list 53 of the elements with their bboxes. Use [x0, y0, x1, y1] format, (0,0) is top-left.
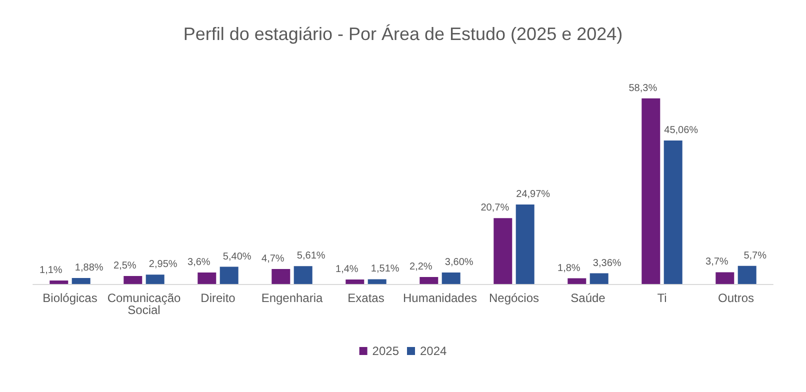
data-label: 3,6% [188, 257, 210, 268]
data-label: 20,7% [480, 202, 510, 214]
bar [590, 273, 608, 284]
legend-label: 2025 [372, 344, 400, 358]
bar [664, 140, 682, 284]
bar [220, 266, 238, 284]
bar [442, 272, 460, 284]
bar [738, 266, 756, 284]
bar [294, 266, 312, 284]
legend-label: 2024 [420, 344, 448, 358]
x-tick-label: Ti [657, 291, 667, 305]
data-label: 45,06% [664, 125, 698, 136]
x-tick-label: Saúde [570, 291, 606, 305]
bar [124, 276, 142, 284]
data-label: 1,1% [40, 265, 62, 276]
bar [50, 280, 68, 284]
data-label: 1,51% [370, 264, 400, 275]
x-tick-label: Comunicação Social [107, 291, 182, 317]
x-tick-label: Engenharia [261, 291, 324, 305]
x-tick-label: Biológicas [42, 291, 98, 305]
bar [272, 269, 290, 284]
data-label: 5,7% [744, 250, 767, 262]
x-tick-label: Direito [200, 291, 236, 305]
data-label: 1,4% [336, 264, 358, 276]
bar [716, 272, 734, 284]
bar [516, 204, 534, 284]
bar [72, 278, 90, 284]
bar [642, 98, 660, 284]
chart-title: Perfil do estagiário - Por Área de Estudo (2025 e 2024) [183, 24, 623, 44]
bar [146, 274, 164, 284]
data-label: 1,8% [558, 262, 580, 274]
data-label: 3,60% [444, 257, 474, 268]
data-label: 5,40% [222, 251, 252, 262]
data-label: 3,36% [592, 258, 622, 269]
data-label: 24,97% [516, 189, 550, 200]
bar [368, 279, 386, 284]
data-label: 5,61% [296, 250, 326, 262]
bar [568, 278, 586, 284]
bar [198, 272, 216, 284]
bar [346, 280, 364, 284]
bar [420, 276, 438, 284]
data-label: 3,7% [706, 256, 728, 268]
x-tick-label: Negócios [488, 291, 540, 305]
x-tick-label: Humanidades [402, 291, 478, 305]
data-label: 2,2% [410, 261, 432, 272]
data-label: 1,88% [74, 262, 104, 274]
x-tick-label: Exatas [348, 291, 384, 305]
data-label: 2,5% [114, 260, 136, 272]
data-label: 2,95% [148, 259, 178, 270]
data-label: 4,7% [262, 254, 284, 265]
data-label: 58,3% [628, 82, 658, 94]
bar [494, 218, 512, 284]
x-tick-label: Outros [718, 291, 754, 305]
